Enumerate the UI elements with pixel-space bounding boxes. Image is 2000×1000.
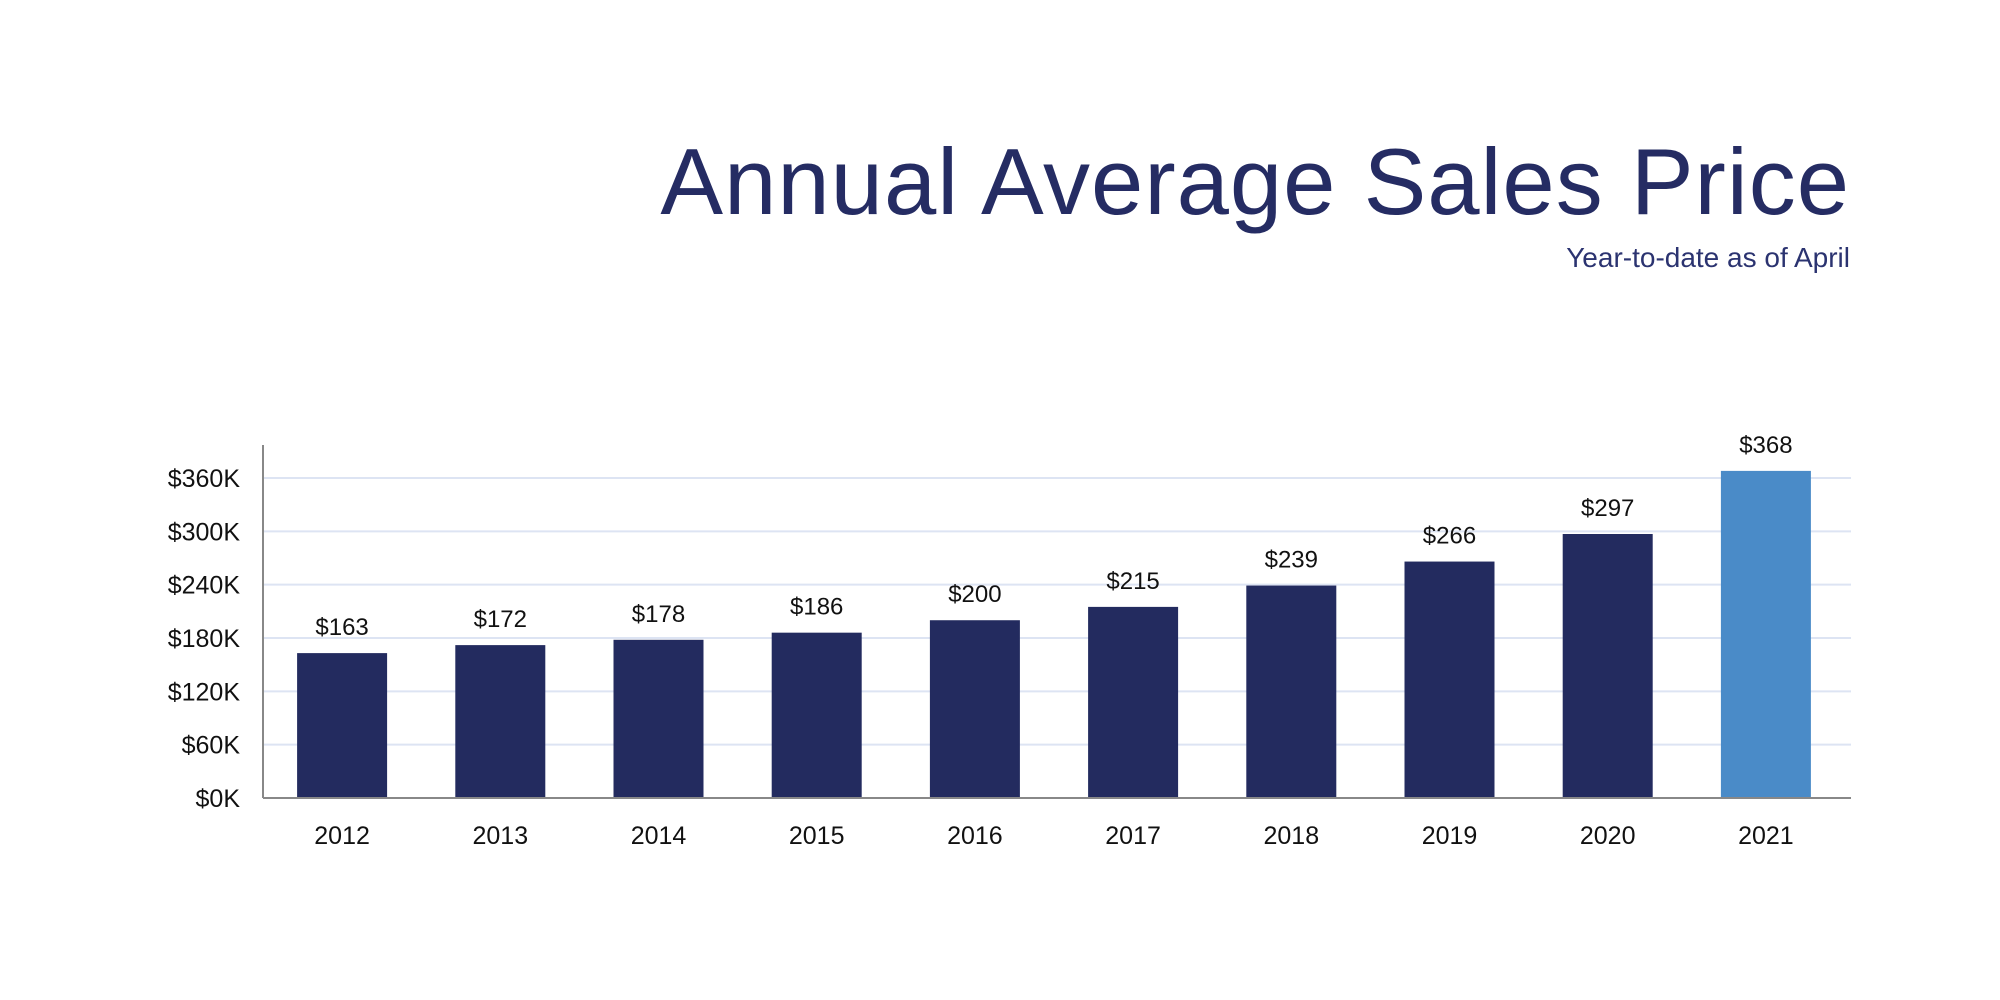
x-tick-label: 2020: [1580, 822, 1636, 850]
data-label: $200: [948, 581, 1001, 608]
bar-2019: [1404, 561, 1495, 798]
bar-2018: [1246, 585, 1337, 798]
bar-2012: [297, 653, 388, 798]
bar-2020: [1562, 534, 1653, 798]
bar-2013: [455, 645, 546, 798]
x-tick-label: 2015: [789, 822, 845, 850]
y-tick-label: $120K: [168, 678, 241, 706]
data-label: $215: [1106, 568, 1159, 595]
y-tick-label: $240K: [168, 572, 241, 600]
x-tick-label: 2019: [1422, 822, 1478, 850]
y-tick-label: $60K: [182, 732, 241, 760]
data-label: $266: [1423, 523, 1476, 550]
y-tick-label: $180K: [168, 625, 241, 653]
x-tick-label: 2021: [1738, 822, 1794, 850]
x-tick-label: 2017: [1105, 822, 1161, 850]
bar-2014: [613, 639, 704, 798]
data-label: $297: [1581, 495, 1634, 522]
data-label: $368: [1739, 432, 1792, 459]
chart-subtitle: Year-to-date as of April: [1566, 242, 1850, 273]
bar-2017: [1088, 606, 1179, 798]
x-tick-label: 2018: [1263, 822, 1319, 850]
y-tick-label: $300K: [168, 518, 241, 546]
data-label: $172: [474, 606, 527, 633]
data-label: $186: [790, 594, 843, 621]
chart-title: Annual Average Sales Price: [660, 129, 1850, 234]
x-tick-label: 2016: [947, 822, 1003, 850]
data-label: $178: [632, 601, 685, 628]
y-tick-label: $0K: [196, 785, 241, 813]
data-label: $239: [1265, 547, 1318, 574]
x-tick-label: 2014: [631, 822, 687, 850]
y-tick-label: $360K: [168, 465, 241, 493]
data-label: $163: [315, 614, 368, 641]
bar-2015: [771, 632, 862, 798]
bar-2016: [929, 620, 1020, 798]
x-tick-label: 2012: [314, 822, 370, 850]
bar-2021: [1720, 470, 1811, 798]
x-tick-label: 2013: [472, 822, 528, 850]
